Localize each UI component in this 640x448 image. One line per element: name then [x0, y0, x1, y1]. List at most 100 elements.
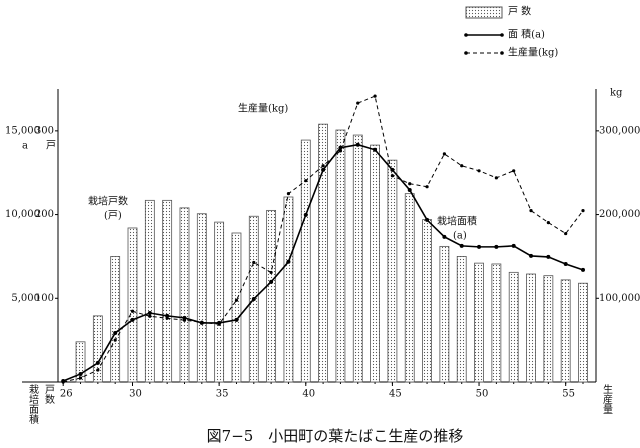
point: [269, 279, 274, 284]
bar: [526, 273, 536, 383]
y3-axis-label: 栽培面積: [27, 383, 39, 425]
y2-axis-label: 生産量: [601, 383, 613, 414]
point: [182, 318, 187, 322]
y-axis-label: 戸数: [43, 384, 55, 405]
y2-tick-label: 300,000: [599, 125, 640, 136]
bar: [231, 232, 242, 383]
legend-point: [464, 51, 468, 55]
point: [303, 212, 308, 217]
bar: [474, 262, 484, 383]
bar: [300, 139, 311, 383]
point: [459, 243, 464, 248]
point: [286, 192, 291, 196]
point: [529, 253, 534, 258]
point: [234, 298, 239, 302]
y2-tick-label: 100,000: [599, 293, 640, 304]
x-tick-label: 26: [60, 389, 73, 400]
bar: [456, 256, 467, 383]
point: [251, 296, 256, 301]
point: [511, 243, 516, 248]
bar: [370, 144, 380, 383]
bar: [560, 279, 571, 383]
point: [529, 209, 533, 213]
bar: [179, 207, 190, 383]
point: [95, 360, 100, 365]
point: [460, 164, 464, 168]
bar: [387, 159, 398, 383]
y-tick-label: 200: [35, 209, 54, 220]
bar: [110, 256, 121, 383]
point: [425, 185, 429, 189]
x-tick-label: 45: [389, 389, 402, 400]
point: [130, 309, 135, 313]
point: [147, 311, 152, 316]
legend-swatch: [465, 6, 503, 19]
y-unit: 戸: [46, 140, 56, 152]
annotation: (戸): [104, 210, 122, 222]
point: [130, 317, 135, 322]
point: [165, 313, 170, 318]
bar: [578, 282, 588, 383]
y3-tick-label: 5,000: [11, 293, 40, 304]
point: [234, 317, 239, 322]
point: [390, 174, 395, 178]
caption: 図7−5 小田町の葉たばこ生産の推移: [207, 427, 464, 445]
annotation: (a): [453, 231, 467, 242]
legend-point: [500, 51, 504, 55]
legend-label: 戸 数: [508, 5, 531, 18]
point: [113, 338, 117, 342]
point: [113, 330, 118, 335]
bar: [214, 221, 225, 383]
point: [512, 169, 516, 173]
bar: [266, 209, 277, 383]
x-tick-label: 55: [562, 389, 575, 400]
bar: [318, 123, 329, 383]
bar: [491, 263, 502, 383]
point: [200, 320, 204, 324]
point: [182, 315, 187, 320]
y-tick-label: 100: [35, 293, 54, 304]
point: [494, 176, 498, 180]
x-tick-label: 35: [216, 389, 229, 400]
point: [78, 371, 83, 376]
x-tick-label: 30: [129, 389, 142, 400]
point: [96, 368, 100, 372]
bar: [127, 227, 138, 383]
y3-tick-label: 15,000: [5, 125, 40, 136]
point: [407, 187, 412, 192]
point: [546, 221, 550, 225]
annotation: 栽培面積: [437, 215, 477, 228]
bar: [439, 245, 450, 383]
y3-unit: a: [22, 141, 28, 152]
point: [373, 94, 377, 98]
point: [408, 182, 412, 186]
point: [356, 101, 360, 105]
point: [148, 314, 152, 318]
bar: [543, 275, 554, 383]
point: [252, 260, 256, 265]
point: [304, 179, 308, 183]
bar: [92, 315, 103, 383]
y-tick-label: 300: [35, 125, 54, 136]
point: [442, 234, 447, 239]
point: [338, 149, 343, 153]
bar: [283, 196, 294, 383]
point: [563, 261, 568, 266]
point: [494, 244, 499, 249]
point: [564, 231, 568, 236]
annotation: 栽培戸数: [88, 195, 128, 208]
point: [373, 147, 378, 152]
point: [442, 152, 446, 156]
point: [355, 142, 360, 147]
point: [269, 270, 273, 275]
bar: [508, 271, 519, 383]
bar: [144, 199, 155, 383]
point: [581, 209, 585, 213]
bar: [404, 193, 415, 383]
point: [165, 316, 169, 320]
legend-point: [500, 33, 504, 37]
bar: [422, 219, 432, 383]
legend-label: 面 積(a): [508, 28, 545, 41]
point: [61, 380, 65, 384]
